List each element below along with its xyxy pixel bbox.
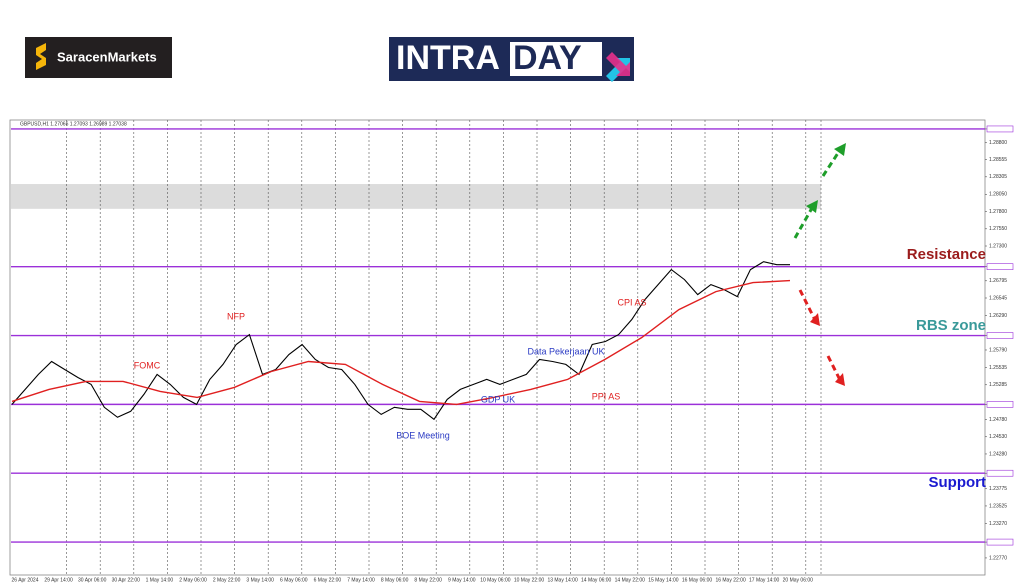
- logo-text: DAY: [513, 39, 582, 77]
- x-tick-label: 10 May 22:00: [514, 577, 545, 583]
- level-tag: [986, 332, 1014, 339]
- zone-label: RBS zone: [916, 317, 986, 334]
- y-tick-label: 1.23775: [989, 486, 1007, 492]
- y-tick-label: 1.24530: [989, 434, 1007, 440]
- x-tick-label: 8 May 22:00: [414, 577, 442, 583]
- y-tick-label: 1.22770: [989, 555, 1007, 561]
- x-tick-label: 9 May 14:00: [448, 577, 476, 583]
- event-label: CPI AS: [617, 297, 646, 307]
- arrow-head: [835, 373, 845, 386]
- logo-text: INTRA: [396, 39, 500, 77]
- x-tick-label: 3 May 14:00: [246, 577, 274, 583]
- y-tick-label: 1.28050: [989, 192, 1007, 198]
- arrow-head: [834, 143, 846, 156]
- chart-title: GBPUSD,H1 1.27066 1.27093 1.26989 1.2703…: [20, 121, 127, 127]
- moving-average: [11, 279, 791, 406]
- y-tick-label: 1.27300: [989, 243, 1007, 249]
- arrow-up: [821, 149, 842, 177]
- event-label: NFP: [227, 311, 245, 321]
- y-tick-label: 1.26795: [989, 278, 1007, 284]
- x-tick-label: 13 May 14:00: [547, 577, 578, 583]
- x-tick-label: 26 Apr 2024: [12, 577, 39, 583]
- x-tick-label: 15 May 14:00: [648, 577, 679, 583]
- x-tick-label: 7 May 14:00: [347, 577, 375, 583]
- event-label: GDP UK: [481, 394, 515, 404]
- level-tag: [986, 263, 1014, 270]
- forecast-arrows: [793, 149, 842, 381]
- level-tag: [986, 538, 1014, 546]
- y-tick-label: 1.28800: [989, 140, 1007, 146]
- y-tick-label: 1.25285: [989, 382, 1007, 388]
- level-tag: [986, 469, 1014, 477]
- x-tick-label: 8 May 06:00: [381, 577, 409, 583]
- x-tick-label: 2 May 22:00: [213, 577, 241, 583]
- y-tick-label: 1.23270: [989, 521, 1007, 527]
- y-tick-label: 1.27550: [989, 226, 1007, 232]
- event-label: FOMC: [134, 360, 161, 370]
- arrow-head: [810, 313, 820, 326]
- y-tick-label: 1.24280: [989, 451, 1007, 457]
- logo-icon: [36, 43, 46, 70]
- arrow-up: [793, 207, 814, 239]
- price-line: [11, 261, 790, 421]
- plot: 26 Apr 2024 29 Apr 14:00 30 Apr 06:00 30 Ap…: [11, 120, 1014, 583]
- arrow-down: [826, 355, 842, 381]
- arrow-down: [798, 289, 817, 321]
- y-tick-label: 1.23525: [989, 503, 1007, 509]
- x-tick-label: 30 Apr 22:00: [112, 577, 141, 583]
- x-tick-label: 10 May 06:00: [480, 577, 511, 583]
- chart-frame: [9, 119, 986, 576]
- x-tick-label: 29 Apr 14:00: [44, 577, 73, 583]
- x-tick-label: 20 May 06:00: [783, 577, 814, 583]
- x-tick-label: 14 May 22:00: [615, 577, 646, 583]
- x-tick-label: 6 May 06:00: [280, 577, 308, 583]
- broker-logo: [25, 37, 172, 78]
- x-tick-label: 16 May 06:00: [682, 577, 713, 583]
- level-tag: [986, 125, 1014, 133]
- y-tick-label: 1.26545: [989, 295, 1007, 301]
- event-label: Data Pekerjaan UK: [527, 346, 604, 356]
- y-tick-label: 1.24780: [989, 417, 1007, 423]
- resistance-zone: [11, 184, 821, 209]
- broker-name: SaracenMarkets: [57, 49, 157, 64]
- y-tick-label: 1.25790: [989, 347, 1007, 353]
- y-tick-label: 1.27800: [989, 209, 1007, 215]
- y-tick-label: 1.26290: [989, 313, 1007, 319]
- event-label: PPI AS: [592, 391, 621, 401]
- arrow-heads: [806, 143, 846, 386]
- arrow-head: [806, 200, 818, 213]
- x-tick-label: 6 May 22:00: [314, 577, 342, 583]
- y-tick-label: 1.28305: [989, 174, 1007, 180]
- logo-box: [510, 42, 602, 76]
- y-tick-label: 1.25535: [989, 365, 1007, 371]
- zone-label: Resistance: [907, 246, 986, 263]
- x-tick-label: 1 May 14:00: [146, 577, 174, 583]
- y-tick-label: 1.28555: [989, 157, 1007, 163]
- x-tick-label: 2 May 06:00: [179, 577, 207, 583]
- level-tag: [986, 401, 1014, 408]
- zone-label: Support: [929, 474, 987, 491]
- x-tick-label: 16 May 22:00: [715, 577, 746, 583]
- logo-arrow: [606, 52, 630, 76]
- event-label: BOE Meeting: [396, 430, 450, 440]
- x-tick-label: 30 Apr 06:00: [78, 577, 107, 583]
- x-tick-label: 14 May 06:00: [581, 577, 612, 583]
- x-tick-label: 17 May 14:00: [749, 577, 780, 583]
